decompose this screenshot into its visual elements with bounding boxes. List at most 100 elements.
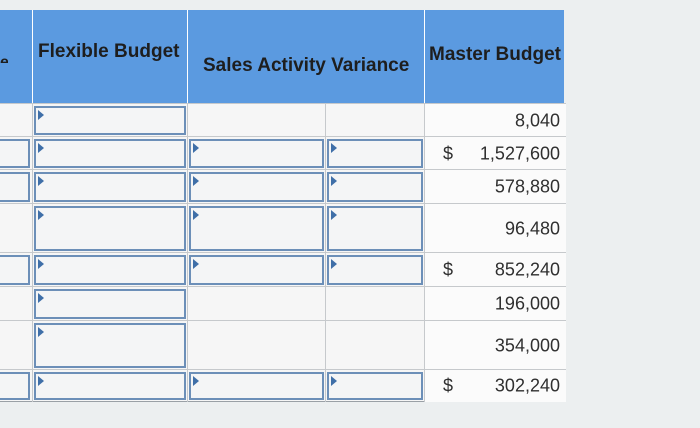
table-row: $ 302,240 bbox=[0, 369, 566, 402]
table-row: 8,040 bbox=[0, 103, 566, 137]
variance-amount-cell bbox=[187, 287, 325, 321]
dropdown-marker-icon bbox=[38, 110, 44, 120]
dropdown-marker-icon bbox=[193, 210, 199, 220]
dropdown-marker-icon bbox=[38, 210, 44, 220]
flexible-budget-cell bbox=[32, 104, 187, 137]
row-label-cell bbox=[0, 137, 32, 170]
dropdown-marker-icon bbox=[193, 376, 199, 386]
variance-type-cell bbox=[325, 321, 424, 370]
master-budget-cell: $ 1,527,600 bbox=[424, 137, 566, 170]
variance-type-cell bbox=[325, 287, 424, 321]
table-row: 196,000 bbox=[0, 286, 566, 321]
variance-type-input[interactable] bbox=[327, 206, 423, 251]
row-label-cell bbox=[0, 370, 32, 402]
variance-type-input[interactable] bbox=[327, 372, 423, 400]
dropdown-marker-icon bbox=[38, 376, 44, 386]
variance-type-cell bbox=[325, 204, 424, 253]
row-label-cell bbox=[0, 253, 32, 287]
flexible-budget-input[interactable] bbox=[34, 139, 186, 168]
flexible-budget-cell bbox=[32, 170, 187, 204]
dropdown-marker-icon bbox=[193, 176, 199, 186]
dropdown-marker-icon bbox=[38, 176, 44, 186]
flexible-budget-input[interactable] bbox=[34, 206, 186, 251]
master-budget-cell: 354,000 bbox=[424, 321, 566, 370]
row-label-cell bbox=[0, 170, 32, 204]
flexible-budget-input[interactable] bbox=[34, 323, 186, 368]
master-budget-value: 8,040 bbox=[514, 110, 560, 130]
row-label-input[interactable] bbox=[0, 255, 30, 285]
flexible-budget-cell bbox=[32, 321, 187, 370]
dropdown-marker-icon bbox=[38, 259, 44, 269]
master-budget-value: 578,880 bbox=[494, 176, 560, 197]
master-budget-value: 852,240 bbox=[494, 259, 560, 280]
variance-type-input[interactable] bbox=[327, 139, 423, 168]
dropdown-marker-icon bbox=[331, 376, 337, 386]
master-budget-cell: 578,880 bbox=[424, 170, 566, 204]
master-budget-cell: 96,480 bbox=[424, 204, 566, 253]
variance-amount-input[interactable] bbox=[189, 172, 324, 202]
flexible-budget-input[interactable] bbox=[34, 172, 186, 202]
row-label-cell bbox=[0, 104, 32, 137]
variance-type-cell bbox=[325, 370, 424, 402]
flexible-budget-input[interactable] bbox=[34, 289, 186, 319]
dropdown-marker-icon bbox=[38, 293, 44, 303]
row-label-input[interactable] bbox=[0, 372, 30, 400]
master-budget-cell: 196,000 bbox=[424, 287, 566, 321]
master-budget-value: 96,480 bbox=[504, 218, 560, 238]
dropdown-marker-icon bbox=[193, 143, 199, 153]
row-label-input[interactable] bbox=[0, 139, 30, 168]
flexible-budget-input[interactable] bbox=[34, 106, 186, 135]
dropdown-marker-icon bbox=[331, 210, 337, 220]
master-budget-value: 354,000 bbox=[494, 335, 560, 355]
flexible-budget-input[interactable] bbox=[34, 372, 186, 400]
header-sales-activity-variance: Sales Activity Variance bbox=[187, 10, 424, 103]
table-row: 354,000 bbox=[0, 320, 566, 370]
flexible-budget-cell bbox=[32, 370, 187, 402]
table-row: 96,480 bbox=[0, 203, 566, 253]
variance-amount-cell bbox=[187, 370, 325, 402]
dropdown-marker-icon bbox=[331, 143, 337, 153]
header-row-label-cell: e bbox=[0, 10, 32, 103]
header-master-budget: Master Budget bbox=[424, 10, 564, 103]
header-row-label-fragment: e bbox=[0, 54, 8, 63]
variance-amount-input[interactable] bbox=[189, 139, 324, 168]
header-flexible-budget-label: Flexible Budget bbox=[38, 41, 180, 62]
flexible-budget-cell bbox=[32, 253, 187, 287]
dropdown-marker-icon bbox=[38, 327, 44, 337]
master-budget-cell: 8,040 bbox=[424, 104, 566, 137]
master-budget-value: 1,527,600 bbox=[479, 143, 560, 163]
variance-type-cell bbox=[325, 137, 424, 170]
dropdown-marker-icon bbox=[193, 259, 199, 269]
variance-amount-input[interactable] bbox=[189, 372, 324, 400]
variance-amount-cell bbox=[187, 204, 325, 253]
dropdown-marker-icon bbox=[331, 259, 337, 269]
row-label-cell bbox=[0, 287, 32, 321]
table-body: 8,040 $ 1,527,600 bbox=[0, 103, 566, 402]
row-label-input[interactable] bbox=[0, 172, 30, 202]
variance-type-input[interactable] bbox=[327, 255, 423, 285]
dropdown-marker-icon bbox=[331, 176, 337, 186]
variance-type-input[interactable] bbox=[327, 172, 423, 202]
header-sales-activity-variance-label: Sales Activity Variance bbox=[203, 55, 410, 76]
variance-type-cell bbox=[325, 170, 424, 204]
table-row: $ 852,240 bbox=[0, 252, 566, 287]
variance-type-cell bbox=[325, 253, 424, 287]
table-row: 578,880 bbox=[0, 169, 566, 204]
dollar-sign: $ bbox=[443, 375, 454, 396]
dollar-sign: $ bbox=[443, 259, 454, 280]
master-budget-cell: $ 302,240 bbox=[424, 370, 566, 402]
variance-amount-input[interactable] bbox=[189, 206, 324, 251]
variance-amount-cell bbox=[187, 104, 325, 137]
variance-type-cell bbox=[325, 104, 424, 137]
master-budget-cell: $ 852,240 bbox=[424, 253, 566, 287]
variance-amount-cell bbox=[187, 253, 325, 287]
flexible-budget-input[interactable] bbox=[34, 255, 186, 285]
master-budget-value: 302,240 bbox=[494, 375, 560, 396]
header-flexible-budget: Flexible Budget bbox=[32, 10, 187, 103]
variance-amount-input[interactable] bbox=[189, 255, 324, 285]
dropdown-marker-icon bbox=[38, 143, 44, 153]
variance-amount-cell bbox=[187, 137, 325, 170]
flexible-budget-cell bbox=[32, 287, 187, 321]
variance-amount-cell bbox=[187, 321, 325, 370]
